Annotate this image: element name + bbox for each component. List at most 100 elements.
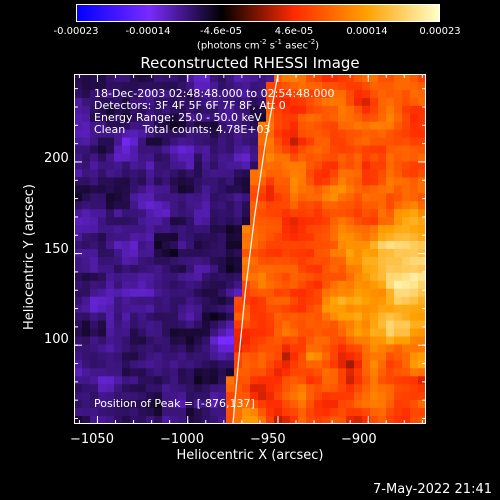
heatmap-cell [226,264,235,274]
heatmap-cell [202,296,211,306]
heatmap-cell [290,256,299,266]
heatmap-cell [290,89,299,99]
heatmap-cell [138,280,147,290]
heatmap-cell [314,400,323,409]
heatmap-cell [242,241,251,250]
heatmap-cell [330,201,339,210]
heatmap-cell [162,344,171,353]
heatmap-cell [114,89,123,99]
heatmap-cell [210,81,219,91]
heatmap-cell [402,360,411,369]
heatmap-cell [90,161,99,171]
heatmap-cell [202,368,211,377]
heatmap-cell [306,400,315,409]
heatmap-cell [210,201,219,210]
heatmap-cell [354,193,363,202]
heatmap-cell [274,408,283,417]
heatmap-cell [330,225,339,234]
heatmap-cell [234,97,243,107]
heatmap-cell [170,201,179,210]
colorbar-tick-label: -4.6e-05 [200,26,242,37]
heatmap-cell [90,97,99,107]
heatmap-cell [162,97,171,107]
heatmap-cell [210,233,219,242]
heatmap-cell [386,121,395,131]
heatmap-cell [274,129,283,139]
heatmap-cell [162,256,171,266]
heatmap-cell [170,344,179,353]
heatmap-cell [154,169,163,178]
heatmap-cell [106,416,115,424]
heatmap-cell [218,233,227,242]
heatmap-cell [394,368,403,377]
heatmap-cell [130,129,139,139]
heatmap-cell [170,288,179,298]
heatmap-cell [266,344,275,353]
heatmap-cell [290,81,299,91]
heatmap-cell [170,249,179,258]
heatmap-cell [386,264,395,274]
heatmap-cell [122,296,131,306]
heatmap-cell [242,368,251,377]
heatmap-cell [194,304,203,314]
heatmap-cell [306,320,315,330]
heatmap-cell [266,177,275,186]
heatmap-cell [106,352,115,361]
heatmap-cell [154,312,163,322]
heatmap-cell [370,74,379,83]
heatmap-cell [298,392,307,401]
heatmap-cell [346,320,355,330]
heatmap-cell [90,296,99,306]
heatmap-cell [178,113,187,123]
heatmap-cell [250,169,259,178]
heatmap-cell [298,217,307,226]
heatmap-cell [242,121,251,131]
heatmap-cell [386,400,395,409]
heatmap-cell [386,392,395,401]
heatmap-cell [162,416,171,424]
heatmap-cell [346,304,355,314]
heatmap-cell [410,129,419,139]
heatmap-cell [226,177,235,186]
heatmap-cell [122,153,131,163]
heatmap-cell [346,344,355,353]
heatmap-cell [394,185,403,194]
heatmap-cell [218,193,227,202]
heatmap-cell [250,272,259,282]
heatmap-cell [370,256,379,266]
heatmap-cell [322,74,331,83]
heatmap-cell [378,129,387,139]
heatmap-cell [178,89,187,99]
heatmap-cell [90,233,99,242]
heatmap-cell [218,272,227,282]
heatmap-cell [386,169,395,178]
heatmap-cell [282,288,291,298]
heatmap-cell [410,368,419,377]
heatmap-cell [146,264,155,274]
heatmap-cell [330,97,339,107]
heatmap-cell [314,408,323,417]
heatmap-cell [90,185,99,194]
heatmap-cell [242,344,251,353]
heatmap-cell [378,233,387,242]
heatmap-cell [394,256,403,266]
heatmap-cell [338,153,347,163]
heatmap-cell [378,336,387,346]
heatmap-cell [202,89,211,99]
heatmap-cell [82,137,91,147]
heatmap-cell [298,249,307,258]
heatmap-cell [162,336,171,346]
heatmap-cell [82,201,91,210]
heatmap-cell [234,384,243,393]
heatmap-cell [202,129,211,139]
annotation-clean-counts: Clean Total counts: 4.78E+03 [94,123,271,136]
heatmap-cell [162,113,171,123]
heatmap-cell [154,177,163,186]
heatmap-cell [354,360,363,369]
heatmap-cell [90,113,99,123]
heatmap-cell [394,121,403,131]
heatmap-cell [362,129,371,139]
heatmap-cell [322,304,331,314]
heatmap-cell [370,400,379,409]
heatmap-cell [106,121,115,131]
